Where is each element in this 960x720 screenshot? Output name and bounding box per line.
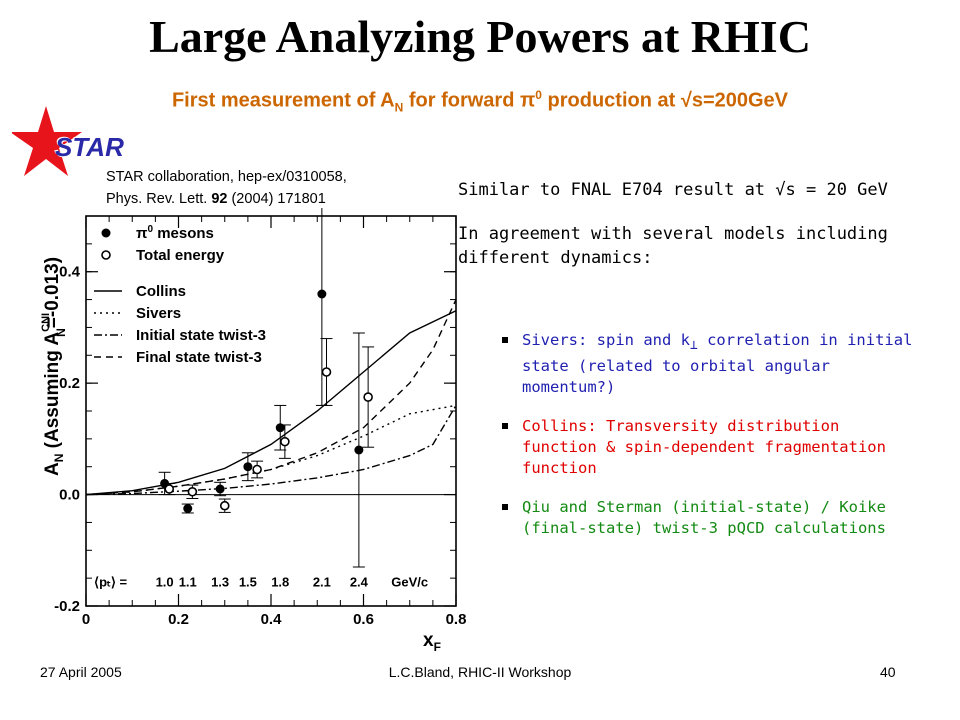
citation-journal: Phys. Rev. Lett. (106, 191, 212, 207)
x-axis-label: xF (423, 630, 441, 654)
legend-label: Initial state twist-3 (136, 327, 266, 344)
subtitle-sub: N (394, 100, 404, 115)
curve-collins (85, 310, 457, 496)
footer-page-number: 40 (880, 664, 896, 680)
model-text-twist3: Qiu and Sterman (initial-state) / Koike … (522, 498, 886, 538)
citation-volume: 92 (211, 191, 228, 207)
pt-value: 1.5 (239, 575, 257, 590)
pi0-data-point (243, 462, 253, 472)
citation-page: (2004) 171801 (227, 191, 326, 207)
footer-date: 27 April 2005 (40, 664, 122, 680)
pt-unit: GeV/c (391, 575, 428, 590)
sivers-sub: ⊥ (689, 338, 698, 354)
analyzing-power-chart: -0.2 0.0 0.2 0.4 0 0.2 0.4 0.6 0.8 xF AN (Assuming… (40, 208, 467, 654)
legend-label: Sivers (136, 305, 181, 322)
total-energy-data-point (219, 500, 230, 511)
legend-label: π0 mesons (136, 224, 214, 242)
pt-value: 1.1 (179, 575, 197, 590)
curve-final-state-twist-3 (85, 299, 457, 496)
plot-frame (85, 215, 457, 607)
model-item-sivers: Sivers: spin and k⊥ correlation in initi… (500, 330, 920, 398)
pt-value: 1.8 (271, 575, 289, 590)
pt-row-label: ⟨pₜ⟩ = (94, 575, 128, 590)
model-list: Sivers: spin and k⊥ correlation in initi… (500, 330, 920, 557)
pt-value: 1.0 (156, 575, 174, 590)
star-logo-text: STAR (55, 132, 124, 162)
pi0-data-point (317, 289, 327, 299)
subtitle-post: production at √s=200GeV (541, 89, 789, 112)
slide-subtitle: First measurement of AN for forward π0 p… (0, 88, 960, 115)
red-star-shape (12, 106, 82, 176)
total-energy-data-point (363, 392, 373, 402)
comparison-text: Similar to FNAL E704 result at √s = 20 G… (458, 180, 888, 200)
legend-label: Total energy (136, 247, 225, 264)
total-energy-data-point (164, 484, 175, 494)
legend-open-marker (101, 250, 111, 260)
citation-line-2: Phys. Rev. Lett. 92 (2004) 171801 (106, 188, 347, 210)
curve-initial-state-twist-3 (85, 405, 457, 496)
subtitle-pre: First measurement of A (171, 89, 395, 112)
footer-presenter: L.C.Bland, RHIC-II Workshop (388, 664, 572, 680)
x-tick-label: 0.6 (353, 611, 374, 628)
legend-label: Final state twist-3 (136, 349, 262, 366)
pt-value: 2.1 (313, 575, 331, 590)
y-tick-label: 0.2 (59, 375, 80, 392)
pi0-data-point (183, 504, 193, 513)
y-tick-label: 0.4 (59, 264, 81, 281)
pt-value: 2.4 (350, 575, 369, 590)
legend-label: Collins (136, 283, 186, 300)
total-energy-data-point (187, 486, 198, 497)
bullet-square-icon (502, 337, 508, 343)
sivers-post: correlation in initial state (related to… (522, 331, 913, 397)
x-tick-label: 0.2 (168, 611, 189, 628)
model-text-sivers: Sivers: spin and k⊥ correlation in initi… (522, 331, 912, 396)
total-energy-data-point (280, 436, 290, 447)
agreement-text: In agreement with several models includi… (458, 224, 888, 268)
citation: STAR collaboration, hep-ex/0310058, Phys… (106, 166, 347, 210)
total-energy-data-point (321, 367, 332, 377)
pt-value: 1.3 (211, 575, 229, 590)
y-tick-label: 0.0 (59, 487, 80, 504)
sivers-pre: Sivers: spin and k (522, 331, 690, 349)
citation-line-1: STAR collaboration, hep-ex/0310058, (106, 169, 347, 185)
x-tick-label: 0 (82, 611, 90, 628)
total-energy-data-point (252, 464, 262, 475)
bullet-square-icon (502, 423, 508, 430)
star-logo-icon (12, 106, 82, 176)
bullet-square-icon (502, 504, 508, 511)
model-text-collins: Collins: Transversity distribution funct… (522, 417, 886, 478)
curve-sivers (85, 404, 457, 496)
slide-title: Large Analyzing Powers at RHIC (149, 11, 811, 62)
model-item-collins: Collins: Transversity distribution funct… (500, 416, 920, 479)
subtitle-sup: 0 (535, 88, 542, 102)
y-tick-label: -0.2 (54, 598, 80, 615)
model-item-twist3: Qiu and Sterman (initial-state) / Koike … (500, 497, 920, 539)
pi0-data-point (215, 484, 225, 494)
pi0-data-point (275, 423, 285, 433)
legend-filled-marker (101, 228, 111, 238)
y-axis-label: AN (Assuming ACNIN=-0.013) (40, 257, 68, 476)
x-tick-label: 0.4 (261, 611, 283, 628)
pi0-data-point (354, 445, 364, 455)
x-tick-label: 0.8 (446, 611, 467, 628)
subtitle-mid: for forward π (403, 89, 536, 112)
